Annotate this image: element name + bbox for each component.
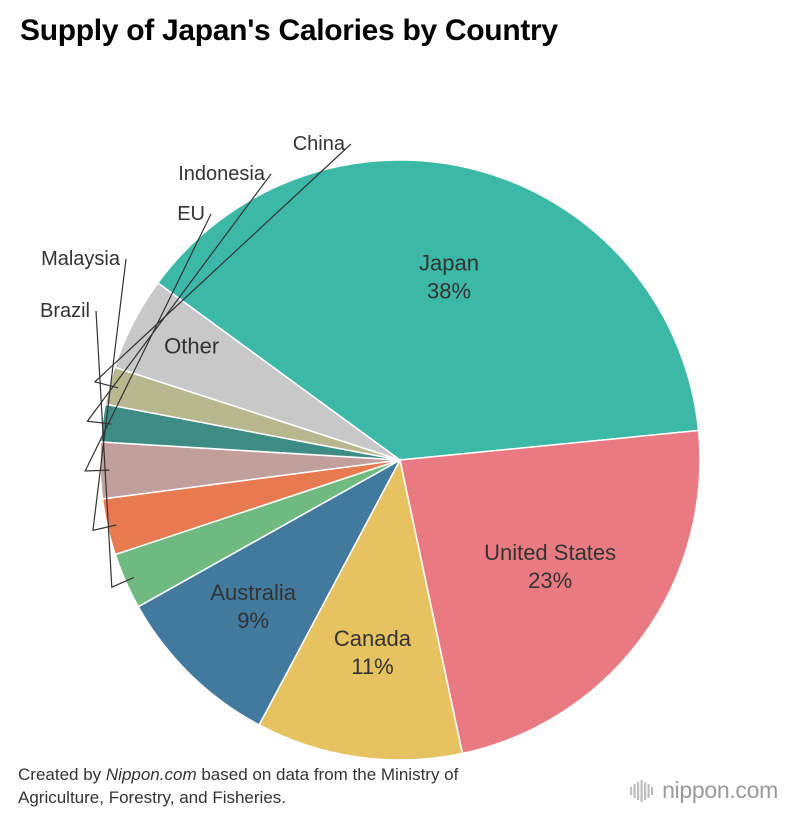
footer-prefix: Created by bbox=[18, 765, 106, 784]
callout-indonesia: Indonesia bbox=[178, 163, 266, 185]
callout-china: China bbox=[293, 133, 346, 155]
logo-text-main: nippon bbox=[662, 777, 729, 803]
slice-label-united-states: United States bbox=[484, 540, 616, 565]
logo-text: nippon.com bbox=[662, 777, 778, 804]
slice-label-other: Other bbox=[164, 333, 219, 358]
callout-eu: EU bbox=[177, 203, 205, 225]
slice-pct-australia: 9% bbox=[237, 608, 269, 633]
slice-label-canada: Canada bbox=[334, 626, 412, 651]
nippon-logo: nippon.com bbox=[630, 777, 778, 804]
pie-chart: Other Japan 38% United States 23% Canada 11% Au… bbox=[0, 60, 800, 760]
slice-pct-japan: 38% bbox=[427, 279, 471, 304]
logo-bars-icon bbox=[630, 779, 654, 803]
callout-brazil: Brazil bbox=[40, 300, 90, 322]
slice-pct-united-states: 23% bbox=[528, 568, 572, 593]
chart-title: Supply of Japan's Calories by Country bbox=[20, 14, 558, 48]
slice-pct-canada: 11% bbox=[351, 654, 393, 679]
footer-site: Nippon.com bbox=[106, 765, 197, 784]
callout-malaysia: Malaysia bbox=[41, 248, 121, 270]
slice-label-japan: Japan bbox=[419, 251, 479, 276]
source-attribution: Created by Nippon.com based on data from… bbox=[18, 764, 498, 810]
slice-label-australia: Australia bbox=[210, 580, 296, 605]
logo-text-suffix: .com bbox=[729, 777, 778, 803]
